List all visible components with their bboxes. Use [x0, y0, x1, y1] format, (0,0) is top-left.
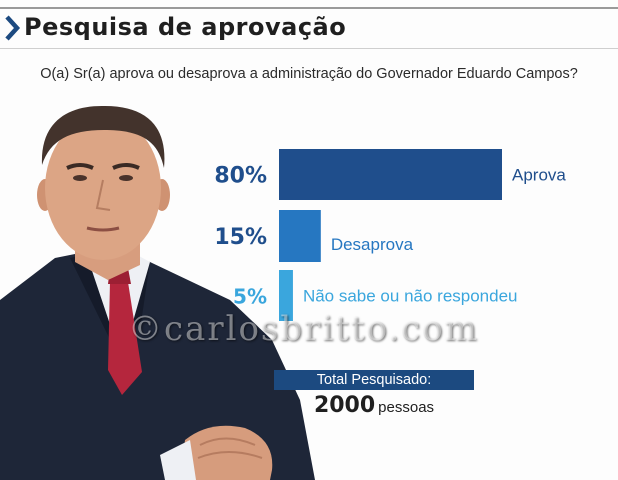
page-title: Pesquisa de aprovação — [24, 13, 347, 41]
category-label: Não sabe ou não respondeu — [303, 287, 518, 306]
top-divider — [0, 7, 618, 9]
total-label-box: Total Pesquisado: — [274, 370, 474, 390]
total-number: 2000 — [313, 393, 376, 418]
governor-portrait — [0, 105, 315, 480]
value-label: 80% — [214, 164, 267, 189]
bars-group: 80% Aprova 15% Desaprova 5% Não sabe ou não r… — [214, 149, 566, 321]
watermark: ©carlosbritto.com — [128, 309, 480, 349]
bar-aprova — [279, 149, 502, 200]
category-label: Aprova — [512, 166, 566, 185]
bar-desaprova — [279, 210, 321, 262]
survey-question: O(a) Sr(a) aprova ou desaprova a adminis… — [40, 66, 578, 82]
chevron-right-icon — [5, 15, 21, 41]
title-divider — [0, 48, 618, 49]
bar-n-o-sabe-ou-n-o-respondeu — [279, 270, 293, 321]
total-unit: pessoas — [378, 399, 435, 416]
total-value-line: 2000 pessoas — [274, 393, 474, 418]
value-label: 15% — [214, 225, 267, 250]
category-label: Desaprova — [331, 235, 414, 254]
value-label: 5% — [233, 285, 267, 309]
